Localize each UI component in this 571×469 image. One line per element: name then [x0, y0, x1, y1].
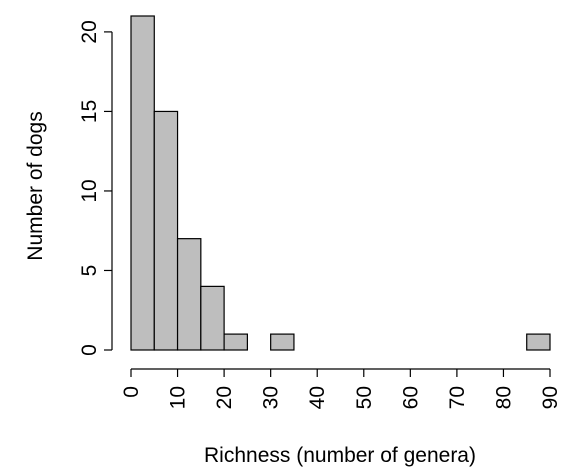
y-tick-label: 0 [78, 344, 101, 356]
histogram-bar [130, 15, 155, 351]
y-tick-label: 10 [78, 179, 101, 202]
histogram-bar [270, 333, 295, 351]
bars-group [130, 15, 551, 351]
y-tick-label: 5 [78, 265, 101, 277]
histogram-bar [153, 110, 179, 351]
x-tick-label: 80 [492, 386, 515, 409]
x-tick-label: 40 [306, 386, 329, 409]
y-axis: 0 5 10 15 20 [78, 20, 113, 356]
histogram-bar [176, 238, 202, 351]
x-tick-label: 20 [213, 386, 236, 409]
x-axis: 0 10 20 30 40 50 60 70 80 90 [120, 368, 562, 409]
histogram-bar [223, 333, 248, 351]
x-tick-label: 50 [353, 386, 376, 409]
x-tick-label: 70 [446, 386, 469, 409]
x-tick-label: 60 [399, 386, 422, 409]
y-tick-label: 15 [78, 100, 101, 123]
histogram-bar [526, 333, 551, 351]
x-tick-label: 30 [260, 386, 283, 409]
y-axis-title: Number of dogs [24, 111, 47, 260]
x-axis-title: Richness (number of genera) [204, 444, 476, 467]
x-tick-label: 90 [539, 386, 562, 409]
x-tick-label: 10 [167, 386, 190, 409]
x-tick-label: 0 [120, 386, 143, 398]
histogram-bar [200, 285, 225, 351]
y-tick-label: 20 [78, 20, 101, 43]
